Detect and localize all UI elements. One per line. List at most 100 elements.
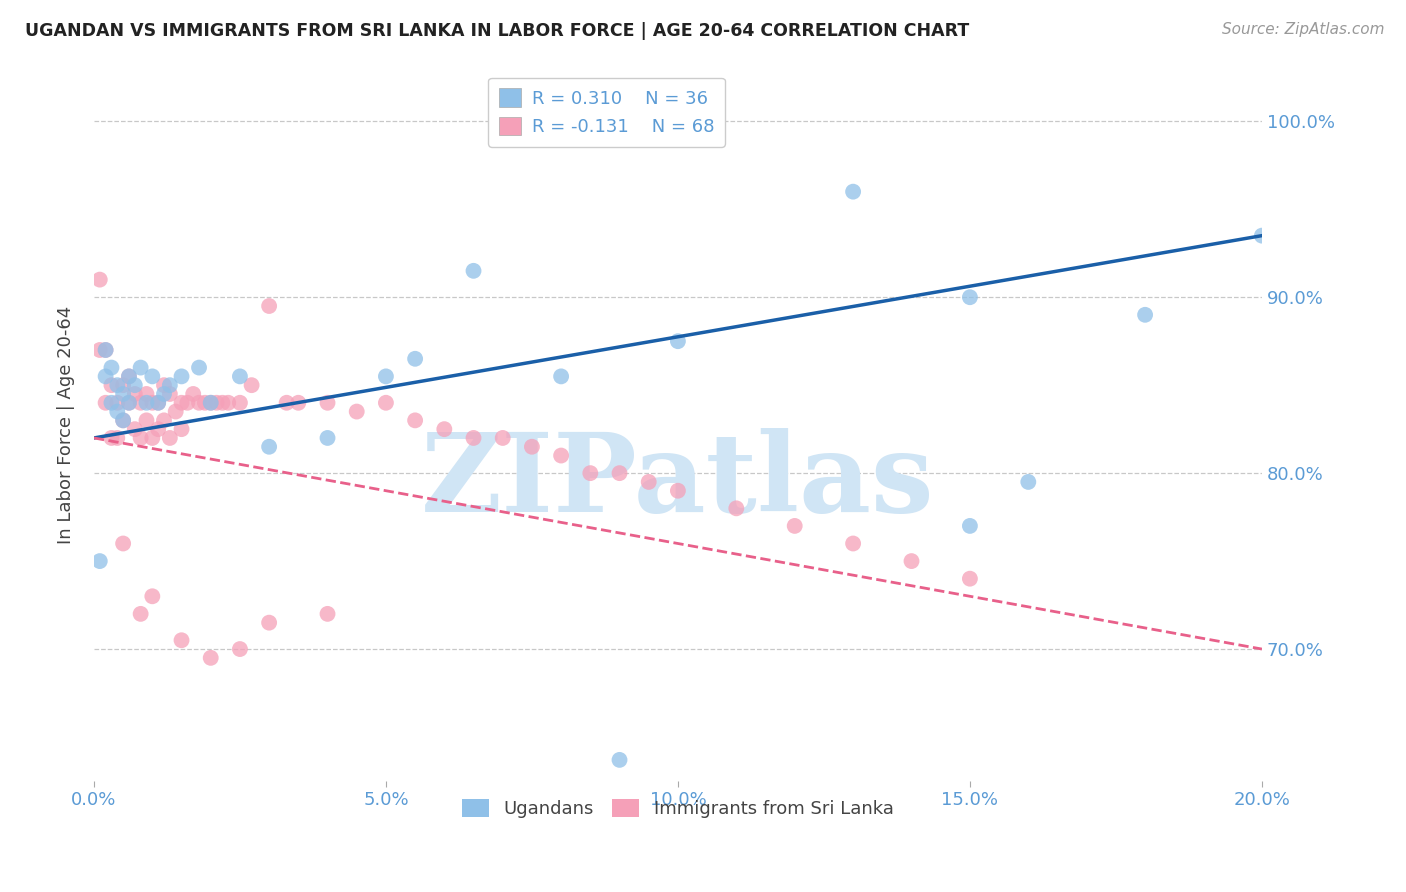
Point bbox=[205, 396, 228, 410]
Text: Source: ZipAtlas.com: Source: ZipAtlas.com bbox=[1222, 22, 1385, 37]
Point bbox=[229, 369, 252, 384]
Point bbox=[141, 431, 163, 445]
Point bbox=[170, 396, 193, 410]
Point bbox=[188, 360, 211, 375]
Point bbox=[316, 607, 339, 621]
Point bbox=[609, 753, 631, 767]
Point bbox=[240, 378, 263, 392]
Point bbox=[129, 360, 152, 375]
Point bbox=[404, 413, 426, 427]
Point bbox=[188, 396, 211, 410]
Point bbox=[141, 589, 163, 603]
Point bbox=[579, 466, 602, 480]
Point bbox=[229, 642, 252, 657]
Point bbox=[100, 360, 122, 375]
Point bbox=[146, 396, 169, 410]
Point bbox=[129, 396, 152, 410]
Point bbox=[783, 519, 806, 533]
Point bbox=[200, 396, 222, 410]
Point bbox=[170, 422, 193, 436]
Point bbox=[118, 369, 141, 384]
Point bbox=[170, 633, 193, 648]
Point bbox=[959, 572, 981, 586]
Point bbox=[176, 396, 198, 410]
Point bbox=[842, 185, 865, 199]
Point bbox=[153, 413, 176, 427]
Point bbox=[135, 387, 157, 401]
Point bbox=[141, 396, 163, 410]
Point bbox=[124, 387, 146, 401]
Point bbox=[200, 396, 222, 410]
Point bbox=[100, 431, 122, 445]
Point bbox=[118, 369, 141, 384]
Point bbox=[135, 413, 157, 427]
Point bbox=[900, 554, 922, 568]
Point bbox=[200, 651, 222, 665]
Point bbox=[89, 343, 111, 357]
Point bbox=[153, 378, 176, 392]
Point bbox=[276, 396, 298, 410]
Point bbox=[129, 431, 152, 445]
Point bbox=[105, 431, 128, 445]
Point bbox=[550, 449, 572, 463]
Point bbox=[124, 422, 146, 436]
Point bbox=[725, 501, 748, 516]
Point bbox=[105, 396, 128, 410]
Point bbox=[194, 396, 217, 410]
Point bbox=[217, 396, 239, 410]
Point bbox=[118, 396, 141, 410]
Point bbox=[159, 378, 181, 392]
Point bbox=[165, 404, 187, 418]
Legend: Ugandans, Immigrants from Sri Lanka: Ugandans, Immigrants from Sri Lanka bbox=[456, 791, 901, 825]
Point bbox=[112, 387, 135, 401]
Point bbox=[105, 404, 128, 418]
Point bbox=[112, 413, 135, 427]
Point bbox=[1133, 308, 1156, 322]
Point bbox=[666, 483, 689, 498]
Point bbox=[287, 396, 309, 410]
Point bbox=[89, 272, 111, 286]
Point bbox=[550, 369, 572, 384]
Point bbox=[229, 396, 252, 410]
Point bbox=[316, 431, 339, 445]
Point bbox=[492, 431, 515, 445]
Point bbox=[100, 378, 122, 392]
Point bbox=[374, 369, 396, 384]
Text: UGANDAN VS IMMIGRANTS FROM SRI LANKA IN LABOR FORCE | AGE 20-64 CORRELATION CHAR: UGANDAN VS IMMIGRANTS FROM SRI LANKA IN … bbox=[25, 22, 970, 40]
Point bbox=[153, 387, 176, 401]
Point bbox=[94, 369, 117, 384]
Point bbox=[124, 378, 146, 392]
Point bbox=[118, 396, 141, 410]
Point bbox=[257, 440, 280, 454]
Point bbox=[112, 413, 135, 427]
Point bbox=[257, 299, 280, 313]
Point bbox=[146, 422, 169, 436]
Point bbox=[959, 519, 981, 533]
Text: ZIPatlas: ZIPatlas bbox=[422, 428, 935, 535]
Point bbox=[1251, 228, 1274, 243]
Point bbox=[112, 536, 135, 550]
Point bbox=[89, 554, 111, 568]
Point bbox=[374, 396, 396, 410]
Point bbox=[211, 396, 233, 410]
Point bbox=[637, 475, 659, 489]
Point bbox=[463, 431, 485, 445]
Point bbox=[100, 396, 122, 410]
Point bbox=[959, 290, 981, 304]
Point bbox=[105, 378, 128, 392]
Point bbox=[666, 334, 689, 349]
Point bbox=[170, 369, 193, 384]
Point bbox=[181, 387, 204, 401]
Point bbox=[159, 387, 181, 401]
Point bbox=[346, 404, 368, 418]
Point bbox=[316, 396, 339, 410]
Point bbox=[94, 343, 117, 357]
Point bbox=[609, 466, 631, 480]
Point bbox=[94, 396, 117, 410]
Point bbox=[129, 607, 152, 621]
Point bbox=[257, 615, 280, 630]
Point bbox=[159, 431, 181, 445]
Point bbox=[404, 351, 426, 366]
Point bbox=[1017, 475, 1039, 489]
Y-axis label: In Labor Force | Age 20-64: In Labor Force | Age 20-64 bbox=[58, 306, 75, 544]
